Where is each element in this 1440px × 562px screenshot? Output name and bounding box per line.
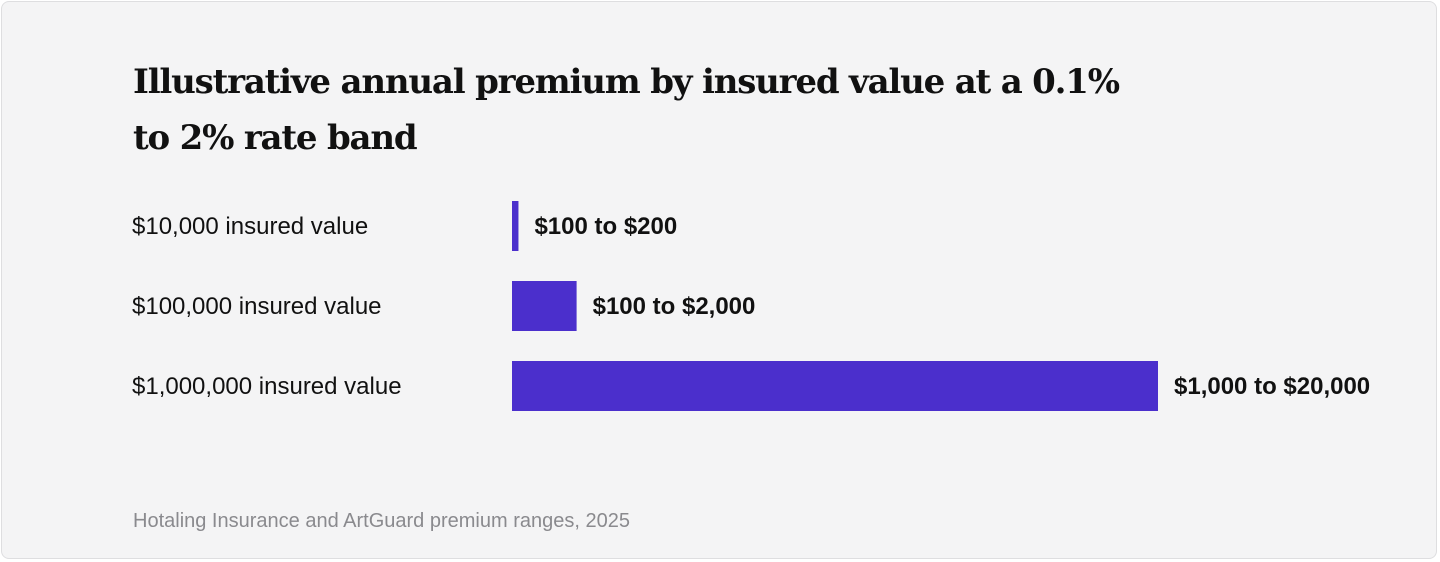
bar: [512, 201, 519, 251]
value-label: $100 to $200: [534, 213, 677, 240]
value-label: $100 to $2,000: [593, 293, 756, 320]
chart-source: Hotaling Insurance and ArtGuard premium …: [133, 510, 630, 532]
category-label: $100,000 insured value: [132, 293, 382, 320]
chart-title: Illustrative annual premium by insured v…: [133, 62, 1120, 158]
bar: [512, 361, 1158, 411]
value-label: $1,000 to $20,000: [1174, 373, 1370, 400]
bar: [512, 281, 577, 331]
category-label: $10,000 insured value: [132, 213, 368, 240]
category-label: $1,000,000 insured value: [132, 373, 402, 400]
